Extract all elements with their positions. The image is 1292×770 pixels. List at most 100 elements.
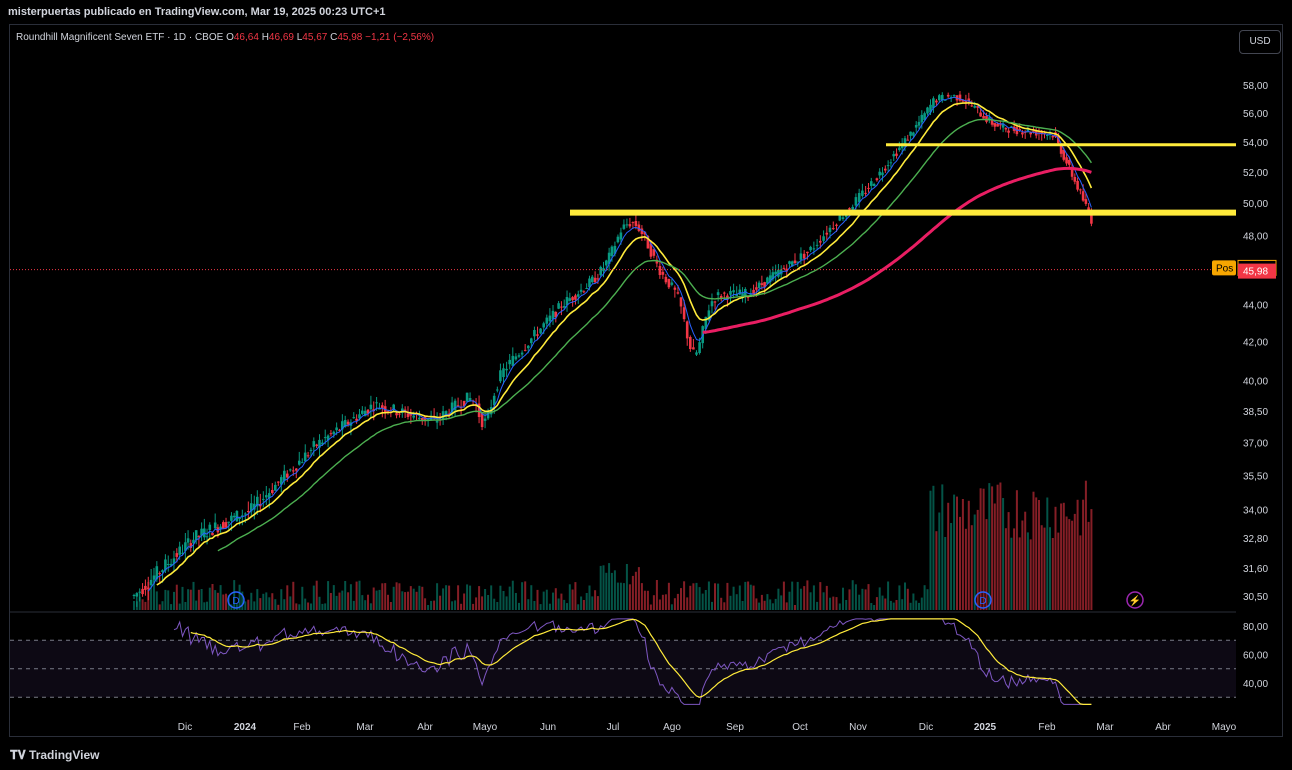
volume-bar <box>478 586 481 610</box>
candle-body <box>292 470 295 472</box>
volume-bar <box>395 582 398 610</box>
candle-body <box>579 289 583 292</box>
volume-bar <box>747 581 750 610</box>
candle-body <box>1081 191 1085 201</box>
candle-body <box>993 123 997 127</box>
candle-body <box>652 249 656 256</box>
volume-bar <box>698 587 701 610</box>
candle-body <box>964 100 968 103</box>
top-bar: misterpuertas publicado en TradingView.c… <box>0 0 1292 24</box>
currency-button[interactable]: USD <box>1239 30 1281 54</box>
volume-bar <box>301 586 304 610</box>
high-value: 46,69 <box>268 32 294 43</box>
candle-body <box>655 259 659 264</box>
volume-bar <box>643 590 646 610</box>
candle-body <box>735 294 738 296</box>
earnings-marker-label: ⚡ <box>1129 594 1141 607</box>
candle-body <box>605 260 608 266</box>
candle-body <box>301 462 304 464</box>
dividend-marker[interactable] <box>227 591 245 609</box>
candle-body <box>1001 123 1005 128</box>
volume-bar <box>695 582 698 610</box>
volume-bar <box>982 488 985 610</box>
volume-bar <box>170 604 173 610</box>
price-tick-label: 52,00 <box>1243 168 1268 179</box>
candle-body <box>835 224 838 226</box>
volume-bar <box>430 600 433 610</box>
candle-body <box>406 413 410 417</box>
volume-bar <box>527 599 530 610</box>
bottom-bar: 𝐓𝐕 TradingView <box>0 740 1292 770</box>
candle-body <box>536 334 539 336</box>
volume-bar <box>361 595 364 610</box>
volume-bar <box>809 592 812 610</box>
volume-bar <box>225 593 227 610</box>
candle-body <box>1018 129 1021 131</box>
volume-bar <box>676 593 679 610</box>
candle-body <box>398 413 401 415</box>
candle-body <box>646 236 650 249</box>
volume-bar <box>206 601 208 610</box>
candle-body <box>197 536 201 538</box>
volume-bar <box>870 603 873 610</box>
candle-body <box>1021 132 1024 135</box>
volume-bar <box>184 602 187 610</box>
time-tick-label: Feb <box>1038 722 1056 733</box>
candle-body <box>685 321 689 339</box>
volume-bar <box>1029 539 1032 610</box>
candle-body <box>250 503 253 512</box>
candle-body <box>456 405 460 407</box>
volume-bar <box>608 563 611 610</box>
candle-body <box>958 94 962 101</box>
volume-bar <box>1084 480 1087 610</box>
earnings-marker[interactable] <box>1126 591 1144 609</box>
volume-bar <box>752 585 755 610</box>
candle-body <box>619 232 623 240</box>
candle-body <box>499 370 502 382</box>
volume-bar <box>780 595 783 610</box>
candle-body <box>241 515 244 517</box>
candle-body <box>819 240 822 243</box>
volume-bar <box>457 585 460 610</box>
volume-bar <box>358 580 361 610</box>
price-tick-label: 34,00 <box>1243 506 1268 517</box>
candle-body <box>806 251 809 254</box>
candle-body <box>194 530 198 541</box>
volume-bar <box>1060 503 1063 610</box>
volume-bar <box>634 571 637 610</box>
candle-body <box>854 197 858 206</box>
volume-bar <box>244 601 247 610</box>
volume-bar <box>321 603 324 610</box>
volume-bar <box>289 596 292 610</box>
volume-bar <box>496 602 499 610</box>
volume-bar <box>895 600 898 610</box>
volume-bar <box>1026 532 1029 610</box>
volume-bar <box>1032 491 1035 610</box>
volume-bar <box>591 596 594 610</box>
volume-bar <box>944 537 947 610</box>
volume-bar <box>271 593 274 610</box>
volume-bar <box>858 594 861 610</box>
volume-bar <box>658 599 661 610</box>
rsi-tick-label: 80,00 <box>1243 622 1268 633</box>
volume-bar <box>192 581 195 610</box>
candle-body <box>588 278 591 288</box>
volume-bar <box>259 598 262 610</box>
time-tick-label: Mar <box>1096 722 1114 733</box>
volume-bar <box>460 603 463 610</box>
candle-body <box>141 588 144 595</box>
volume-bar <box>704 590 707 610</box>
candle-body <box>752 289 755 296</box>
volume-bar <box>1054 506 1057 610</box>
volume-bar <box>178 603 181 610</box>
candle-body <box>429 417 433 420</box>
volume-bar <box>335 595 338 610</box>
volume-bar <box>667 582 670 610</box>
volume-bar <box>552 592 554 610</box>
dividend-marker[interactable] <box>974 591 992 609</box>
volume-bar <box>616 582 619 610</box>
volume-bar <box>189 589 192 610</box>
volume-bar <box>158 604 161 610</box>
candle-body <box>698 342 701 353</box>
